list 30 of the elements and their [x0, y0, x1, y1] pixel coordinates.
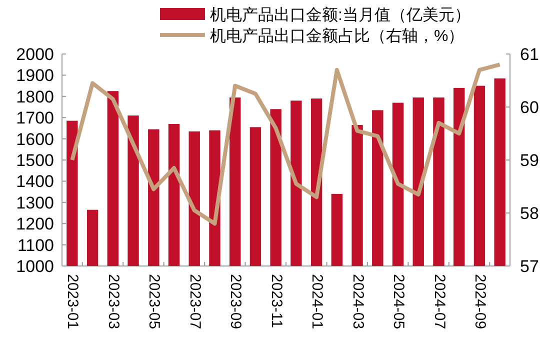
y-tick-label: 1800	[16, 87, 54, 106]
y-tick-label: 1900	[16, 66, 54, 86]
x-tick-label: 2023-11	[268, 274, 285, 328]
y-tick-label: 1000	[16, 257, 54, 276]
y-tick-label: 1200	[16, 214, 54, 234]
legend-label: 机电产品出口金额占比（右轴，%）	[210, 27, 464, 45]
y2-tick-label: 61	[520, 45, 539, 64]
x-tick-label: 2023-09	[227, 274, 244, 330]
y2-tick-label: 58	[520, 204, 539, 223]
y-tick-label: 1500	[16, 151, 54, 170]
x-tick-label: 2024-09	[471, 274, 488, 330]
y2-tick-label: 60	[520, 98, 539, 117]
y-tick-label: 1700	[16, 108, 54, 128]
x-tick-label: 2024-03	[349, 274, 366, 330]
y-tick-label: 1400	[16, 172, 54, 192]
y2-tick-label: 57	[520, 257, 539, 276]
y-tick-label: 1300	[16, 193, 54, 212]
y-tick-label: 2000	[16, 45, 54, 64]
x-tick-label: 2024-07	[430, 274, 448, 330]
x-tick-label: 2023-03	[104, 274, 122, 330]
x-tick-label: 2023-07	[186, 274, 204, 330]
y-tick-label: 1100	[17, 236, 54, 255]
x-tick-label: 2024-05	[390, 274, 408, 330]
legend-label: 机电产品出口金额:当月值（亿美元）	[210, 6, 470, 24]
y2-tick-label: 59	[520, 151, 539, 170]
line-series	[70, 62, 502, 226]
x-tick-label: 2023-05	[146, 274, 163, 330]
x-tick-label: 2023-01	[64, 274, 82, 330]
x-tick-label: 2024-01	[308, 274, 326, 330]
y-tick-label: 1600	[16, 130, 54, 149]
